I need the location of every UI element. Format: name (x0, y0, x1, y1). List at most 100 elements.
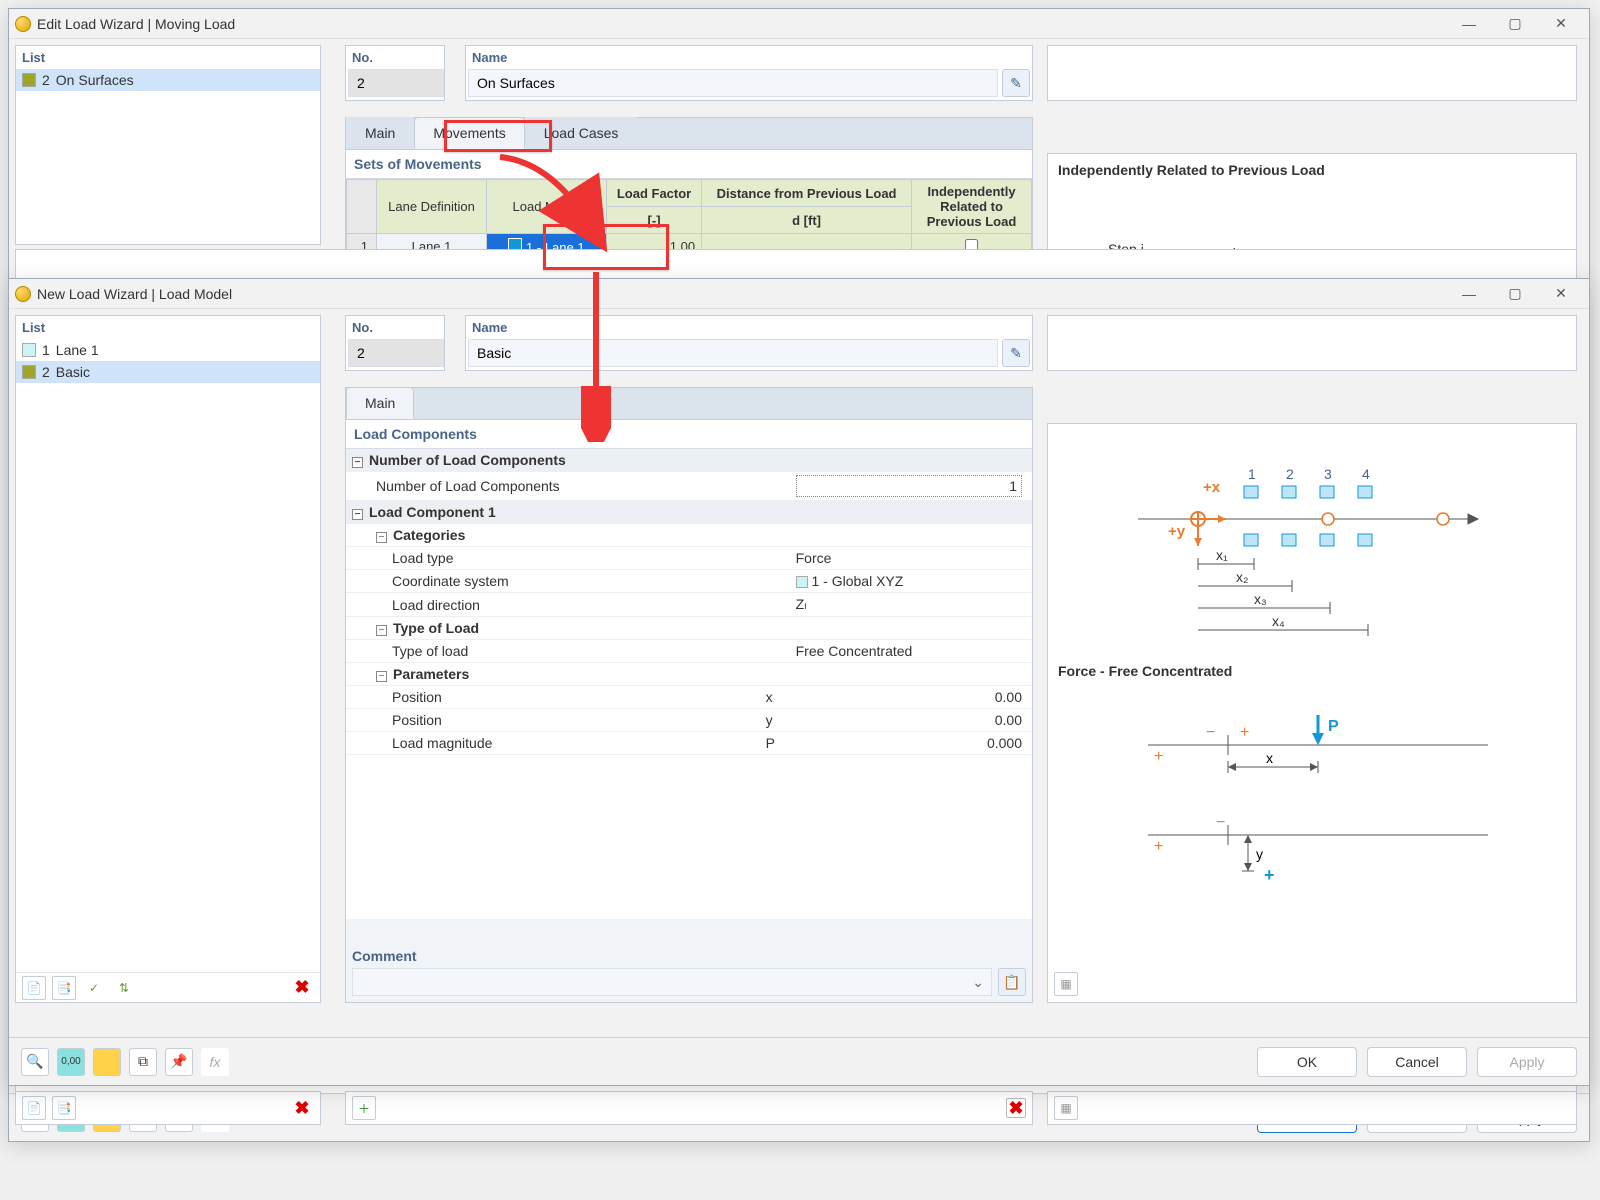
axis-diagram: +x +y 1 2 3 4 (1048, 424, 1578, 654)
prop-value[interactable]: Zₗ (790, 593, 1032, 617)
right-toolbar-bottom: ▦ (1047, 1091, 1577, 1125)
prop-value[interactable]: Free Concentrated (790, 640, 1032, 663)
tab-main[interactable]: Main (346, 117, 414, 149)
edit-name-button[interactable]: ✎ (1002, 339, 1030, 367)
group-label: Type of Load (393, 620, 479, 636)
name-field-block: Name ✎ (465, 315, 1033, 371)
no-label: No. (346, 316, 444, 339)
list-item[interactable]: 2 Basic (16, 361, 320, 383)
new-item-button[interactable]: 📄 (22, 1096, 46, 1120)
name-input[interactable] (468, 69, 998, 97)
window-load-model: New Load Wizard | Load Model — ▢ ✕ List … (8, 278, 1590, 1086)
expander-icon[interactable]: − (376, 625, 387, 636)
value-format-button[interactable]: 0,00 (57, 1048, 85, 1076)
close-button[interactable]: ✕ (1539, 10, 1583, 38)
app-icon (15, 286, 31, 302)
delete-row-button[interactable]: ✖ (1006, 1098, 1026, 1118)
app-icon (15, 16, 31, 32)
function-button[interactable]: fx (201, 1048, 229, 1076)
titlebar: Edit Load Wizard | Moving Load — ▢ ✕ (9, 9, 1589, 39)
diagram-panel: +x +y 1 2 3 4 (1047, 423, 1577, 1003)
no-field-block: No. (345, 45, 445, 101)
copy-item-button[interactable]: 📑 (52, 1096, 76, 1120)
no-input[interactable] (348, 339, 444, 367)
filter-button[interactable]: ⧉ (129, 1048, 157, 1076)
check-button[interactable] (82, 1096, 106, 1120)
expander-icon[interactable]: − (376, 532, 387, 543)
svg-text:+: + (1264, 865, 1275, 885)
list-item[interactable]: 2 On Surfaces (16, 69, 320, 91)
svg-text:3: 3 (1324, 466, 1332, 482)
prop-label: Type of load (346, 640, 760, 663)
name-field-block: Name ✎ (465, 45, 1033, 101)
svg-text:−: − (1206, 724, 1215, 741)
arrow-tab-to-cell (490, 152, 610, 252)
arrow-cell-to-props (581, 272, 611, 442)
color-swatch (796, 576, 808, 588)
ok-button[interactable]: OK (1257, 1047, 1357, 1077)
highlight-movements-tab (444, 120, 552, 152)
prop-value[interactable]: 0.00 (790, 686, 1032, 709)
list-item[interactable]: 1 Lane 1 (16, 339, 320, 361)
apply-button[interactable]: Apply (1477, 1047, 1577, 1077)
pin-button[interactable]: 📌 (165, 1048, 193, 1076)
maximize-button[interactable]: ▢ (1493, 280, 1537, 308)
svg-text:P: P (1328, 718, 1339, 735)
mid-toolbar-bottom: ＋ ✖ (345, 1091, 1033, 1125)
close-button[interactable]: ✕ (1539, 280, 1583, 308)
expander-icon[interactable]: − (352, 509, 363, 520)
check-button[interactable]: ✓ (82, 976, 106, 1000)
comment-input[interactable] (352, 968, 992, 996)
name-input[interactable] (468, 339, 998, 367)
copy-item-button[interactable]: 📑 (52, 976, 76, 1000)
prop-label: Load direction (346, 593, 760, 617)
svg-text:+: + (1154, 838, 1163, 855)
cancel-button[interactable]: Cancel (1367, 1047, 1467, 1077)
chevron-down-icon[interactable]: ⌄ (972, 974, 984, 991)
window-title: Edit Load Wizard | Moving Load (37, 16, 235, 32)
prop-value[interactable]: 0.000 (790, 732, 1032, 755)
list-panel: List 1 Lane 1 2 Basic 📄 📑 ✓ ⇅ ✖ (15, 315, 321, 1003)
indep-title: Independently Related to Previous Load (1048, 154, 1576, 186)
list-item-name: On Surfaces (56, 72, 134, 88)
add-button[interactable]: ＋ (352, 1096, 376, 1120)
prop-value[interactable]: 1 - Global XYZ (790, 570, 1032, 593)
delete-button[interactable]: ✖ (290, 1096, 314, 1120)
delete-button[interactable]: ✖ (290, 976, 314, 1000)
minimize-button[interactable]: — (1447, 280, 1491, 308)
svg-text:x: x (1266, 750, 1273, 766)
property-grid: −Number of Load Components Number of Loa… (346, 449, 1032, 755)
color-swatch (22, 73, 36, 87)
color-swatch (22, 343, 36, 357)
no-label: No. (346, 46, 444, 69)
no-field-block: No. (345, 315, 445, 371)
no-input[interactable] (348, 69, 444, 97)
preview-button[interactable]: ▦ (1054, 972, 1078, 996)
tabs: Main (346, 388, 1032, 420)
name-label: Name (466, 316, 1032, 339)
minimize-button[interactable]: — (1447, 10, 1491, 38)
svg-text:1: 1 (1248, 466, 1256, 482)
prop-label: Load magnitude (346, 732, 760, 755)
list-item-num: 2 (42, 364, 50, 380)
edit-name-button[interactable]: ✎ (1002, 69, 1030, 97)
prop-value[interactable]: Force (790, 547, 1032, 570)
search-button[interactable]: 🔍 (21, 1048, 49, 1076)
preview-button[interactable]: ▦ (1054, 1096, 1078, 1120)
expander-icon[interactable]: − (376, 671, 387, 682)
expander-icon[interactable]: − (352, 457, 363, 468)
group-label: Load Component 1 (369, 504, 496, 520)
copy-comment-button[interactable]: 📋 (998, 968, 1026, 996)
numcomp-input[interactable]: 1 (796, 475, 1022, 497)
new-item-button[interactable]: 📄 (22, 976, 46, 1000)
svg-text:x₁: x₁ (1216, 547, 1228, 563)
highlight-button[interactable] (93, 1048, 121, 1076)
svg-text:+: + (1240, 724, 1249, 741)
sort-button[interactable] (112, 1096, 136, 1120)
maximize-button[interactable]: ▢ (1493, 10, 1537, 38)
sort-button[interactable]: ⇅ (112, 976, 136, 1000)
tab-main[interactable]: Main (346, 387, 414, 419)
prop-value[interactable]: 0.00 (790, 709, 1032, 732)
col-loadfactor: Load Factor (607, 180, 702, 207)
color-swatch (22, 365, 36, 379)
